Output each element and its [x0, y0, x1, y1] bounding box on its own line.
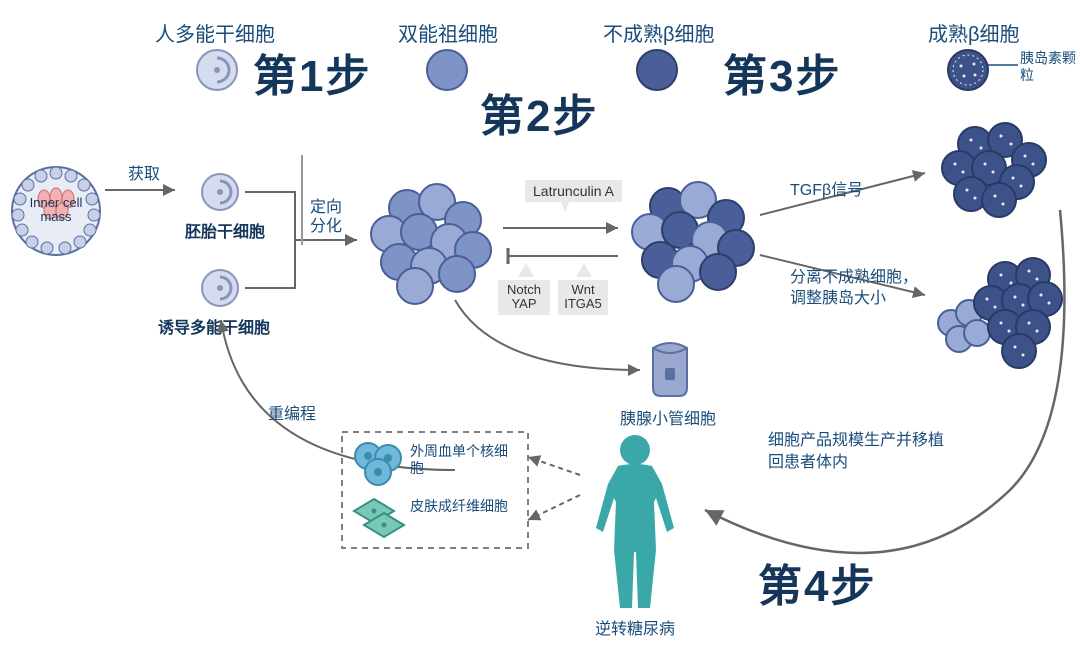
icm-text: Inner cell mass	[24, 196, 88, 223]
tgfb-label: TGFβ信号	[790, 176, 863, 200]
header-cell-bipotent	[425, 48, 469, 92]
reprogram-label: 重编程	[268, 400, 316, 424]
tick-left	[300, 155, 304, 245]
header-col3: 不成熟β细胞	[603, 18, 715, 47]
esc-cell-icon	[200, 172, 240, 212]
header-col4: 成熟β细胞	[928, 18, 1020, 47]
pbmc-label: 外周血单个核细胞	[410, 443, 520, 477]
arrow-return	[690, 210, 1080, 560]
cluster-bipotent	[365, 178, 495, 308]
fibro-label: 皮肤成纤维细胞	[410, 498, 520, 515]
granule-label: 胰岛素颗粒	[1020, 50, 1080, 84]
arrow-to-duct	[455, 300, 655, 390]
fibroblast-icon	[350, 495, 406, 539]
granule-pointer	[988, 58, 1018, 72]
header-cell-immature	[635, 48, 679, 92]
latrunculin-box: Latrunculin A	[525, 180, 622, 202]
pbmc-icon	[352, 440, 404, 486]
header-cell-mature	[946, 48, 990, 92]
notch-pointer	[518, 263, 534, 281]
header-cell-pluripotent	[195, 48, 239, 92]
duct-cell-icon	[645, 340, 695, 400]
step2-label: 第2步	[480, 80, 598, 144]
step3-label: 第3步	[723, 40, 841, 104]
merge-lines	[245, 185, 365, 305]
acquire-label: 获取	[128, 160, 160, 184]
lat-pointer	[560, 200, 570, 220]
step1-label: 第1步	[253, 40, 371, 104]
header-col2: 双能祖细胞	[398, 18, 498, 47]
directed-label: 定向分化	[310, 198, 344, 236]
ipsc-cell-icon	[200, 268, 240, 308]
reverse-label: 逆转糖尿病	[595, 615, 675, 639]
human-icon	[570, 432, 700, 617]
wnt-pointer	[576, 263, 592, 281]
